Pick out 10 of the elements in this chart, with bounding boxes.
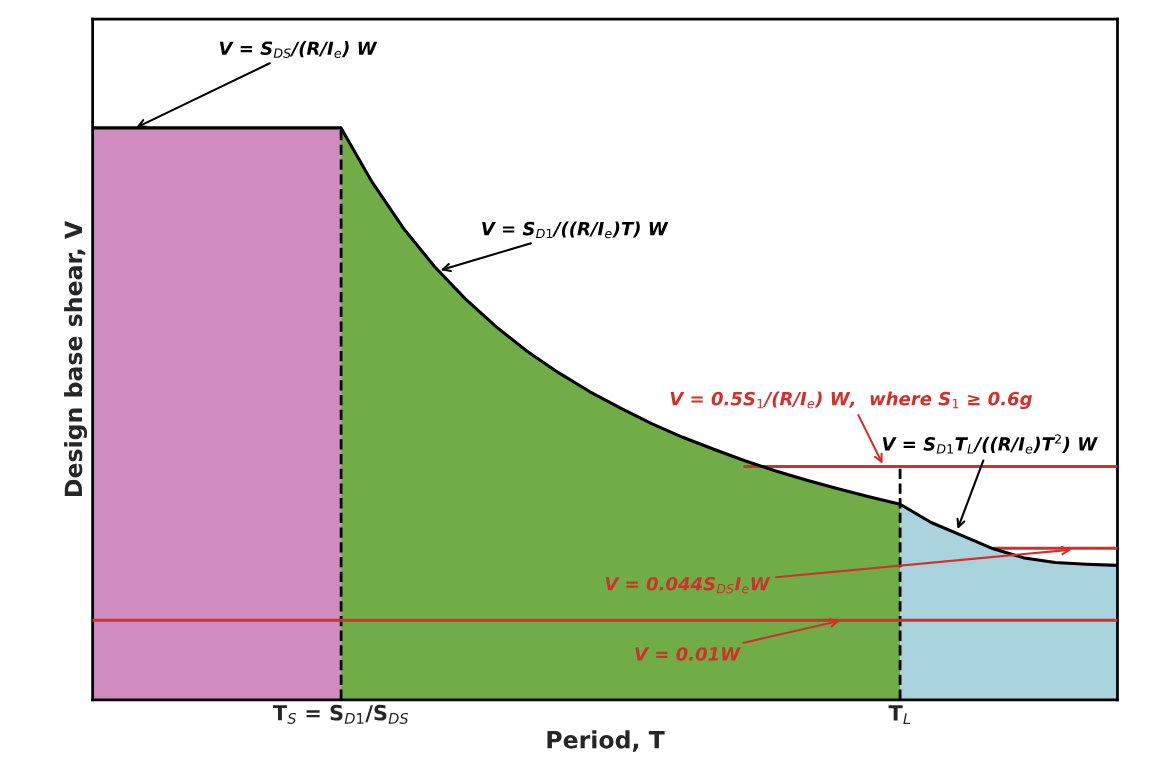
annotation: V = S$_{D1}$/((R/I$_{e}$)T) W	[482, 221, 669, 239]
annotation: V = 0.01W	[635, 647, 741, 661]
x-tick-label: T$_{L}$	[888, 705, 911, 724]
text: V = S$_{DS}$/(R/I$_{e}$) W	[219, 41, 378, 58]
x-tick-label: T$_{S}$ = S$_{D1}$/S$_{DS}$	[272, 704, 409, 724]
annotation: V = 0.5S$_{1}$/(R/I$_{e}$) W, where S$_{1}$ ≥ 0.6g	[670, 391, 1032, 410]
annotation: V = 0.044S$_{DS}$I$_{e}$W	[605, 576, 771, 594]
text: V = S$_{D1}$T$_{L}$/((R/I$_{e}$)T$^{2}$) W	[882, 434, 1098, 454]
y-axis-title: Design base shear, V	[64, 221, 88, 496]
x-axis-title: Period, T	[547, 730, 665, 752]
